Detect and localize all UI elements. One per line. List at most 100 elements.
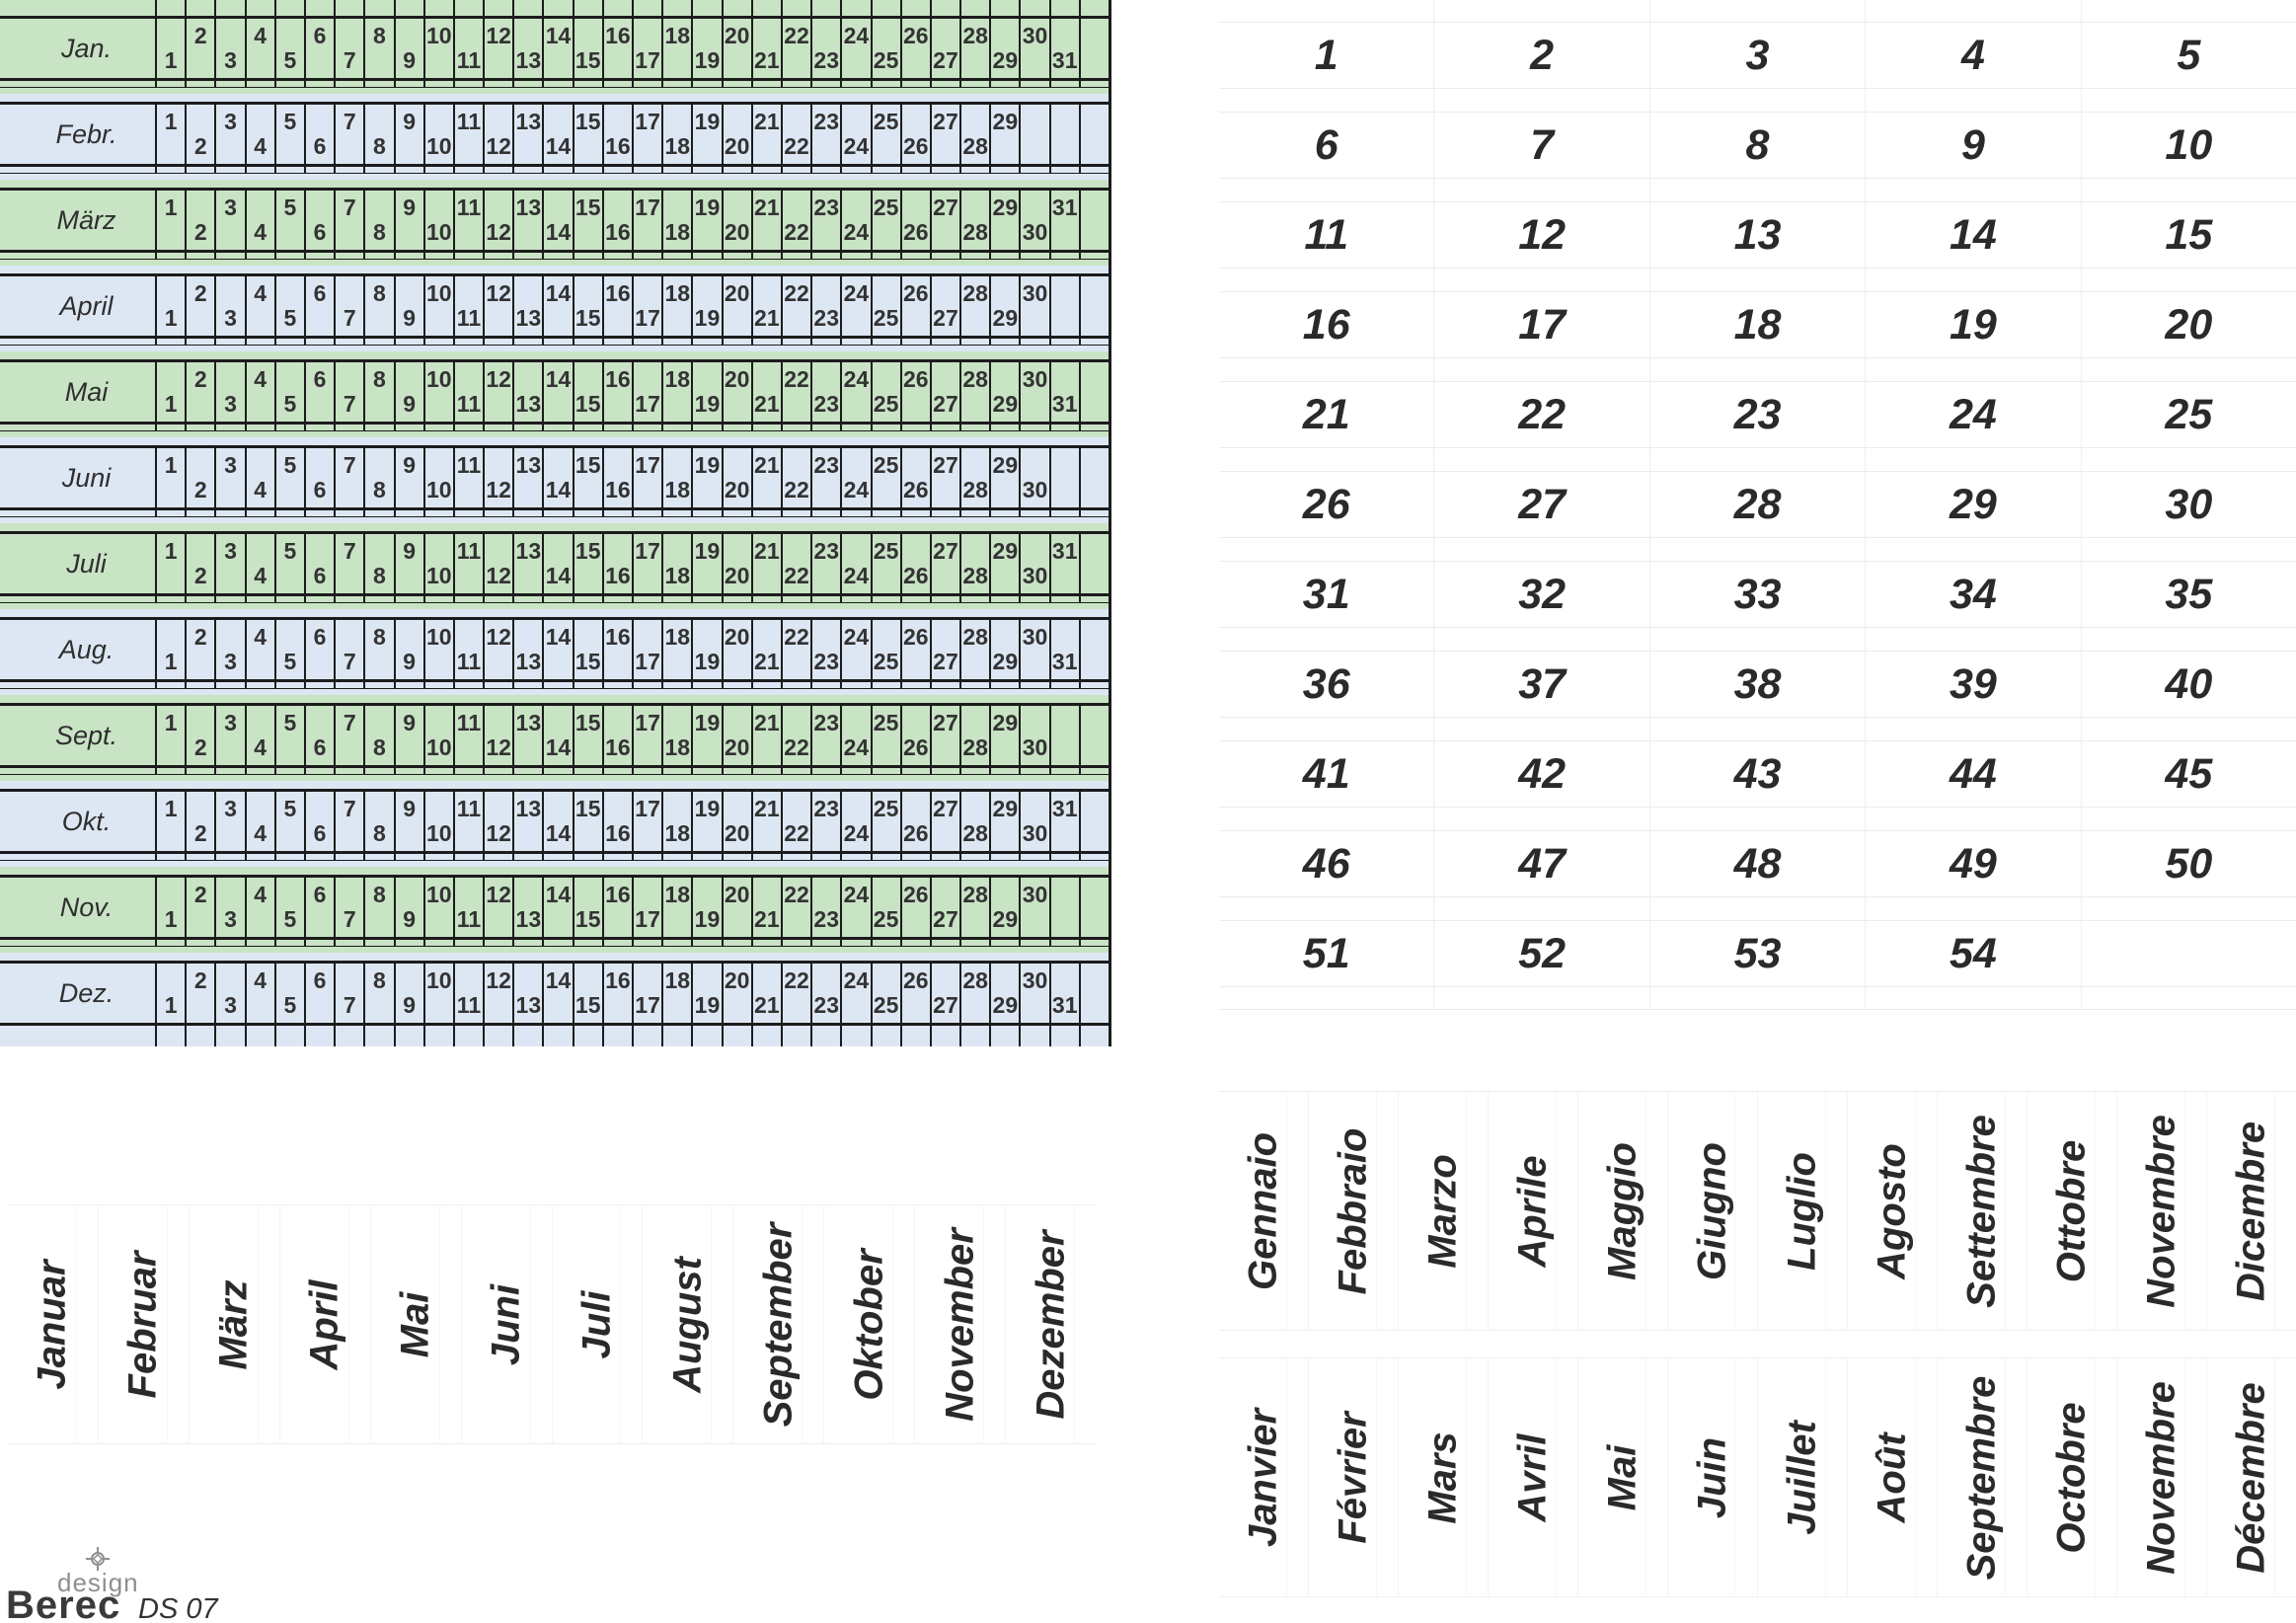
day-cell: 2 xyxy=(185,706,214,765)
day-number: 30 xyxy=(1022,624,1048,650)
day-cell xyxy=(1078,105,1109,164)
strip-cell xyxy=(273,682,304,688)
week-number-cell: 38 xyxy=(1648,652,1865,717)
grid-spacer-cell xyxy=(1648,718,1865,740)
strip-cell xyxy=(363,0,393,16)
week-number-cell: 22 xyxy=(1433,382,1648,447)
strip-cell xyxy=(244,596,274,602)
day-cell: 21 xyxy=(750,19,781,78)
strip-cell xyxy=(542,425,572,430)
month-name-it: Marzo xyxy=(1420,1153,1465,1269)
day-number: 23 xyxy=(813,538,840,564)
strip-cell xyxy=(273,940,304,946)
day-number: 19 xyxy=(694,992,721,1018)
week-number-cell: 32 xyxy=(1433,562,1648,627)
strip-cell xyxy=(810,167,840,173)
day-cell: 24 xyxy=(840,706,870,765)
grid-spacer-cell xyxy=(1865,628,2080,651)
day-cell: 27 xyxy=(929,792,959,851)
strip-cell xyxy=(780,596,810,602)
day-cell: 22 xyxy=(780,362,810,422)
day-number: 1 xyxy=(164,796,178,821)
day-number: 26 xyxy=(902,280,929,306)
month-name-it: Ottobre xyxy=(2049,1139,2094,1282)
day-cell: 1 xyxy=(155,191,185,250)
day-number: 16 xyxy=(605,624,631,650)
day-number: 21 xyxy=(754,649,780,674)
strip-cell xyxy=(661,167,691,173)
day-cell: 19 xyxy=(691,706,721,765)
strip-cell xyxy=(870,339,900,345)
strip-cell xyxy=(989,81,1019,87)
day-number: 28 xyxy=(962,967,988,993)
strip-cell xyxy=(721,682,751,688)
day-number: 16 xyxy=(605,967,631,993)
day-cell: 31 xyxy=(1048,620,1079,679)
day-cell: 4 xyxy=(244,105,274,164)
week-grid-spacer xyxy=(1219,357,2296,381)
day-number: 20 xyxy=(724,23,750,48)
day-cell: 14 xyxy=(542,534,572,593)
month-name-de: Dezember xyxy=(1029,1229,1073,1420)
day-cell: 22 xyxy=(780,706,810,765)
month-name-cell-de: April xyxy=(278,1205,370,1443)
day-cell: 13 xyxy=(512,706,542,765)
day-cell: 24 xyxy=(840,964,870,1023)
strip-cell xyxy=(244,425,274,430)
day-number: 17 xyxy=(635,194,660,220)
day-cell: 24 xyxy=(840,105,870,164)
strip-cell xyxy=(601,0,632,16)
strip-cell xyxy=(750,339,781,345)
separator-bottom xyxy=(0,609,1109,617)
day-cell: 13 xyxy=(512,964,542,1023)
day-cell: 28 xyxy=(959,706,989,765)
day-number: 28 xyxy=(962,820,988,846)
day-cell: 16 xyxy=(601,878,632,937)
day-cell: 16 xyxy=(601,448,632,507)
week-number-cell: 27 xyxy=(1433,472,1648,537)
strip-cell xyxy=(483,0,512,16)
day-number: 5 xyxy=(283,109,297,134)
week-grid-spacer xyxy=(1219,537,2296,561)
day-cell: 22 xyxy=(780,620,810,679)
strip-cell xyxy=(572,768,602,774)
day-cell: 16 xyxy=(601,276,632,336)
day-cell: 10 xyxy=(422,448,453,507)
day-number: 6 xyxy=(313,967,327,993)
strip-cell xyxy=(1019,854,1048,860)
day-cell: 15 xyxy=(572,448,602,507)
day-number: 5 xyxy=(283,992,297,1018)
day-cell: 11 xyxy=(452,362,483,422)
day-number: 25 xyxy=(873,906,899,932)
week-number-cell: 9 xyxy=(1865,113,2080,178)
day-cell: 18 xyxy=(661,105,691,164)
day-number: 13 xyxy=(515,109,542,134)
week-number-grid: 1 2 3 4 5 6 7 8 9 10 11 12 13 14 15 16 17 18 19 20 21 22 23 24 2… xyxy=(1219,0,2296,1010)
day-number: 21 xyxy=(754,796,780,821)
day-cell: 8 xyxy=(363,534,393,593)
day-cell: 13 xyxy=(512,792,542,851)
day-number: 5 xyxy=(283,710,297,735)
day-cell: 6 xyxy=(303,276,334,336)
day-number: 14 xyxy=(545,882,572,907)
strip-cell xyxy=(989,253,1019,259)
month-name-it: Settembre xyxy=(1959,1114,2004,1308)
day-number: 1 xyxy=(164,906,178,932)
week-number-cell: 53 xyxy=(1648,921,1865,986)
week-number-cell: 18 xyxy=(1648,292,1865,357)
day-cell: 30 xyxy=(1019,792,1048,851)
day-number: 28 xyxy=(962,563,988,588)
month-label: Juli xyxy=(66,548,107,579)
day-number: 4 xyxy=(254,219,268,245)
strip-cell xyxy=(840,768,870,774)
day-number: 7 xyxy=(343,452,356,478)
day-cell: 11 xyxy=(452,706,483,765)
grid-spacer-cell xyxy=(1433,538,1648,561)
strip-cell xyxy=(929,854,959,860)
day-cell: 4 xyxy=(244,19,274,78)
day-cell: 18 xyxy=(661,191,691,250)
grid-spacer-cell xyxy=(2080,179,2296,201)
day-number: 1 xyxy=(164,992,178,1018)
day-cell: 4 xyxy=(244,620,274,679)
strip-cell xyxy=(155,682,185,688)
